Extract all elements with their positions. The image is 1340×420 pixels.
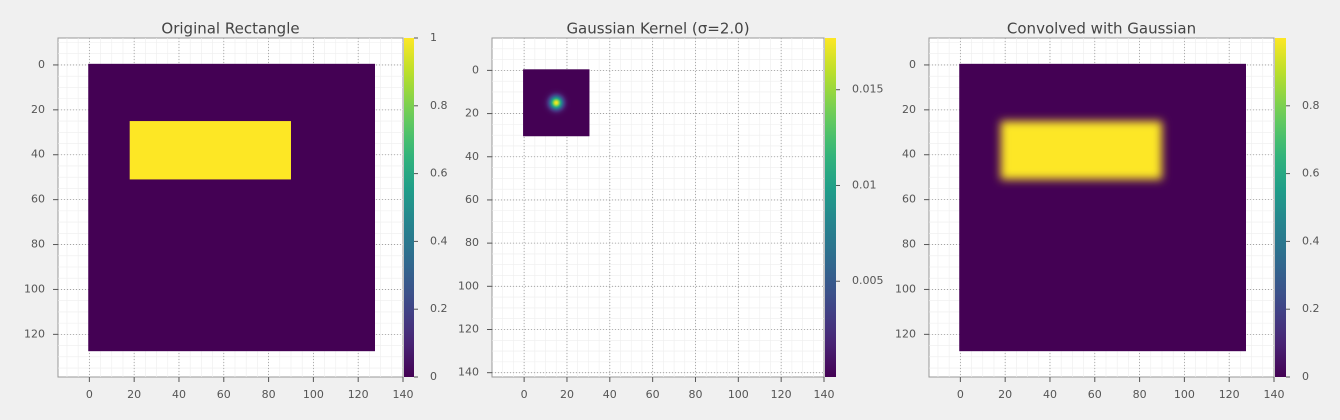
y-tick-label: 120 — [895, 327, 916, 340]
chart-title: Convolved with Gaussian — [1007, 20, 1196, 38]
x-tick-label: 100 — [1174, 388, 1195, 401]
y-tick-label: 20 — [465, 107, 479, 120]
y-tick-label: 40 — [902, 148, 916, 161]
x-tick-label: 20 — [998, 388, 1012, 401]
chart-title: Original Rectangle — [161, 20, 299, 38]
x-tick-label: 120 — [771, 388, 792, 401]
x-tick-label: 40 — [172, 388, 186, 401]
image-layer — [88, 63, 375, 352]
colorbar-tick-label: 1 — [430, 31, 437, 44]
y-tick-label: 0 — [38, 58, 45, 71]
image-layer — [959, 63, 1246, 352]
colorbar — [404, 38, 414, 377]
x-tick-label: 60 — [217, 388, 231, 401]
y-tick-label: 60 — [465, 193, 479, 206]
y-tick-label: 40 — [31, 148, 45, 161]
colorbar-tick-label: 0.2 — [1302, 302, 1320, 315]
x-tick-label: 120 — [1219, 388, 1240, 401]
colorbar-tick-label: 0.005 — [852, 274, 884, 287]
colorbar-tick-label: 0 — [430, 370, 437, 383]
x-tick-label: 140 — [1264, 388, 1285, 401]
colorbar-tick-label: 0.8 — [1302, 99, 1320, 112]
y-tick-label: 0 — [909, 58, 916, 71]
x-tick-label: 20 — [560, 388, 574, 401]
y-tick-label: 80 — [902, 238, 916, 251]
image-rect — [1000, 121, 1162, 180]
chart-title: Gaussian Kernel (σ=2.0) — [566, 20, 749, 38]
x-tick-label: 0 — [86, 388, 93, 401]
x-tick-label: 140 — [814, 388, 835, 401]
image-rect — [129, 121, 291, 180]
image-background — [88, 63, 375, 352]
colorbar-tick-label: 0.8 — [430, 99, 448, 112]
image-layer — [523, 69, 590, 137]
x-tick-label: 100 — [728, 388, 749, 401]
y-tick-label: 40 — [465, 150, 479, 163]
colorbar-tick-label: 0.4 — [430, 234, 448, 247]
colorbar-tick-label: 0.6 — [430, 167, 448, 180]
x-tick-label: 80 — [688, 388, 702, 401]
image-background — [959, 63, 1246, 352]
y-tick-label: 120 — [24, 327, 45, 340]
y-tick-label: 20 — [902, 103, 916, 116]
x-tick-label: 60 — [1088, 388, 1102, 401]
y-tick-label: 100 — [458, 279, 479, 292]
x-tick-label: 40 — [1043, 388, 1057, 401]
y-tick-label: 0 — [472, 63, 479, 76]
x-tick-label: 80 — [1133, 388, 1147, 401]
x-tick-label: 40 — [603, 388, 617, 401]
x-tick-label: 80 — [262, 388, 276, 401]
x-tick-label: 60 — [646, 388, 660, 401]
colorbar-tick-label: 0.6 — [1302, 167, 1320, 180]
y-tick-label: 120 — [458, 322, 479, 335]
y-tick-label: 100 — [24, 282, 45, 295]
y-tick-label: 60 — [31, 193, 45, 206]
x-tick-label: 120 — [348, 388, 369, 401]
y-tick-label: 20 — [31, 103, 45, 116]
colorbar — [825, 38, 836, 377]
colorbar — [1275, 38, 1286, 377]
x-tick-label: 0 — [521, 388, 528, 401]
colorbar-tick-label: 0 — [1302, 370, 1309, 383]
y-tick-label: 140 — [458, 366, 479, 379]
y-tick-label: 100 — [895, 282, 916, 295]
x-tick-label: 100 — [303, 388, 324, 401]
x-tick-label: 20 — [127, 388, 141, 401]
colorbar-tick-label: 0.4 — [1302, 234, 1320, 247]
colorbar-tick-label: 0.01 — [852, 178, 877, 191]
colorbar-tick-label: 0.015 — [852, 83, 884, 96]
y-tick-label: 60 — [902, 193, 916, 206]
y-tick-label: 80 — [465, 236, 479, 249]
kernel-peak — [541, 87, 572, 118]
x-tick-label: 0 — [957, 388, 964, 401]
x-tick-label: 140 — [393, 388, 414, 401]
colorbar-tick-label: 0.2 — [430, 302, 448, 315]
y-tick-label: 80 — [31, 238, 45, 251]
